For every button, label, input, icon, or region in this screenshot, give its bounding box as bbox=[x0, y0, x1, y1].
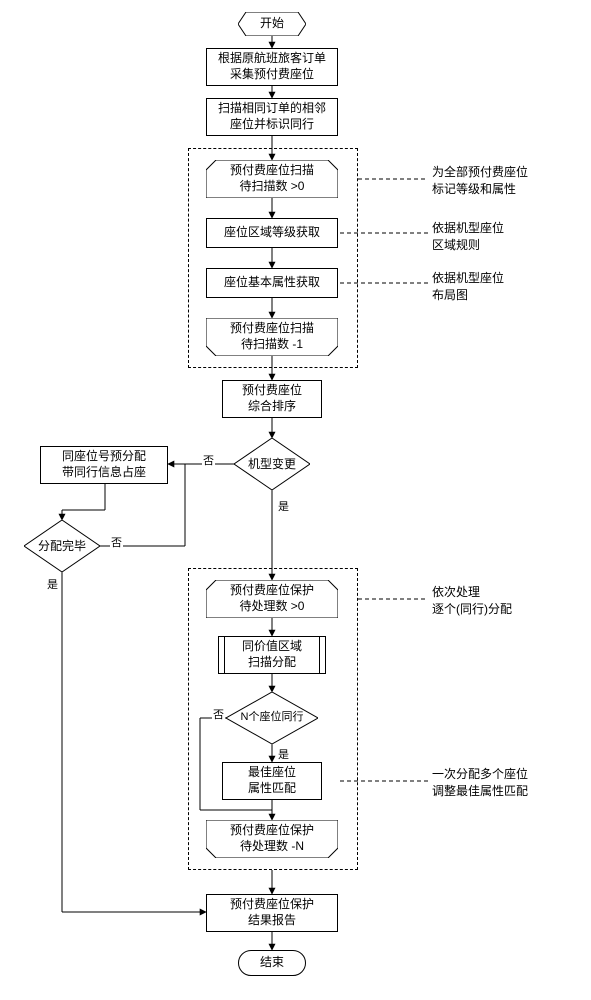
decision-n-companion: N个座位同行 bbox=[226, 692, 318, 744]
node-report: 预付费座位保护结果报告 bbox=[206, 894, 338, 932]
end-terminator: 结束 bbox=[238, 950, 306, 976]
loop1-start: 预付费座位扫描待扫描数 >0 bbox=[206, 160, 338, 198]
node-same-seat-text: 同座位号预分配带同行信息占座 bbox=[62, 449, 146, 480]
start-label: 开始 bbox=[238, 12, 306, 36]
loop1-end: 预付费座位扫描待扫描数 -1 bbox=[206, 318, 338, 356]
annot-3: 依据机型座位布局图 bbox=[432, 270, 504, 304]
node-same-value-text: 同价值区域扫描分配 bbox=[219, 637, 325, 673]
label-no-1: 否 bbox=[202, 452, 215, 468]
decision-alloc-done-text: 分配完毕 bbox=[24, 520, 100, 572]
label-yes-1: 是 bbox=[277, 498, 290, 514]
annot-5: 一次分配多个座位调整最佳属性匹配 bbox=[432, 766, 528, 800]
loop2-start: 预付费座位保护待处理数 >0 bbox=[206, 580, 338, 618]
start-terminator: 开始 bbox=[238, 12, 306, 36]
decision-model-change: 机型变更 bbox=[234, 438, 310, 490]
annot-1: 为全部预付费座位标记等级和属性 bbox=[432, 164, 528, 198]
node-same-value: 同价值区域扫描分配 bbox=[218, 636, 326, 674]
node-basic-attr-text: 座位基本属性获取 bbox=[224, 275, 320, 291]
loop2-end: 预付费座位保护待处理数 -N bbox=[206, 820, 338, 858]
node-sort: 预付费座位综合排序 bbox=[222, 380, 322, 418]
node-scan-adjacent: 扫描相同订单的相邻座位并标识同行 bbox=[206, 98, 338, 136]
decision-model-change-text: 机型变更 bbox=[234, 438, 310, 490]
node-report-text: 预付费座位保护结果报告 bbox=[230, 897, 314, 928]
node-sort-text: 预付费座位综合排序 bbox=[242, 383, 302, 414]
end-label: 结束 bbox=[260, 955, 284, 971]
loop1-start-text: 预付费座位扫描待扫描数 >0 bbox=[206, 160, 338, 198]
node-best-match-text: 最佳座位属性匹配 bbox=[248, 765, 296, 796]
label-yes-2: 是 bbox=[46, 576, 59, 592]
label-no-2: 否 bbox=[110, 534, 123, 550]
label-yes-3: 是 bbox=[277, 746, 290, 762]
label-no-3: 否 bbox=[212, 706, 225, 722]
annot-4: 依次处理逐个(同行)分配 bbox=[432, 584, 512, 618]
decision-alloc-done: 分配完毕 bbox=[24, 520, 100, 572]
loop2-start-text: 预付费座位保护待处理数 >0 bbox=[206, 580, 338, 618]
node-collect-text: 根据原航班旅客订单采集预付费座位 bbox=[218, 51, 326, 82]
node-same-seat: 同座位号预分配带同行信息占座 bbox=[40, 446, 168, 484]
node-scan-adjacent-text: 扫描相同订单的相邻座位并标识同行 bbox=[218, 101, 326, 132]
node-best-match: 最佳座位属性匹配 bbox=[222, 762, 322, 800]
annot-2: 依据机型座位区域规则 bbox=[432, 220, 504, 254]
node-zone-level-text: 座位区域等级获取 bbox=[224, 225, 320, 241]
node-basic-attr: 座位基本属性获取 bbox=[206, 268, 338, 298]
node-collect: 根据原航班旅客订单采集预付费座位 bbox=[206, 48, 338, 86]
loop1-end-text: 预付费座位扫描待扫描数 -1 bbox=[206, 318, 338, 356]
decision-n-companion-text: N个座位同行 bbox=[226, 692, 318, 744]
node-zone-level: 座位区域等级获取 bbox=[206, 218, 338, 248]
loop2-end-text: 预付费座位保护待处理数 -N bbox=[206, 820, 338, 858]
